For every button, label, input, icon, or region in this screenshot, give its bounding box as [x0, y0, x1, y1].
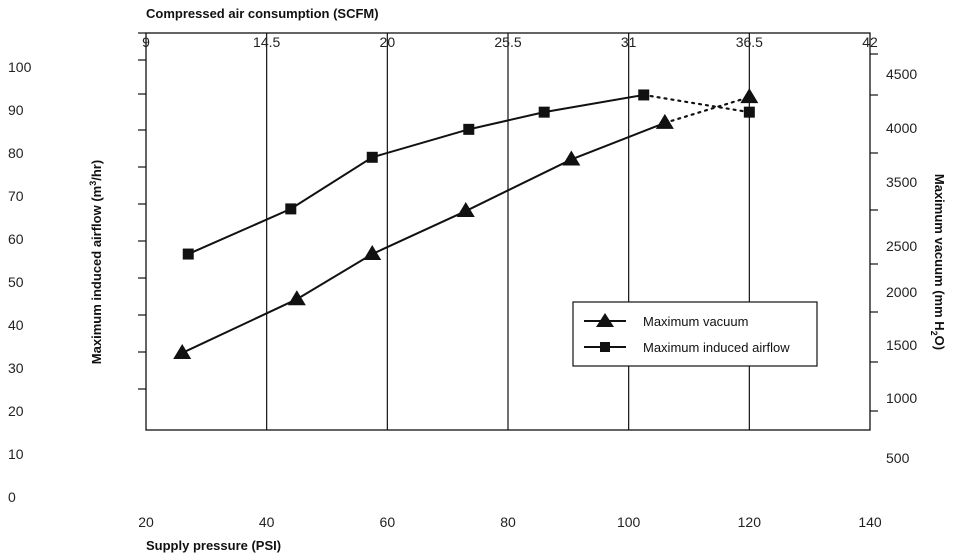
left-axis-title-main: Maximum induced airflow (m: [89, 186, 104, 364]
bottom-tick-label: 40: [259, 514, 275, 530]
left-tick-label: 20: [8, 403, 24, 419]
series-line-triangle: [181, 121, 666, 354]
bottom-tick-label: 20: [138, 514, 154, 530]
data-point-square: [638, 89, 650, 101]
data-point-triangle: [173, 343, 192, 359]
bottom-tick-label: 100: [617, 514, 641, 530]
top-tick-label: 25.5: [494, 34, 521, 50]
top-axis-tick-labels: 9 14.5 20 25.5 31 36.5 42: [142, 34, 878, 50]
data-point-square: [463, 123, 475, 135]
left-axis-title: Maximum induced airflow (m3/hr): [88, 160, 104, 364]
left-axis-tick-labels: 0 10 20 30 40 50 60 70 80 90 100: [8, 59, 32, 505]
right-tick-label: 2500: [886, 238, 917, 254]
bottom-tick-label: 140: [858, 514, 882, 530]
series-line-square: [187, 93, 644, 255]
series-dotted-triangle: [663, 95, 751, 125]
left-tick-label: 90: [8, 102, 24, 118]
left-tick-label: 0: [8, 489, 16, 505]
left-tick-label: 100: [8, 59, 32, 75]
right-tick-label: 4000: [886, 120, 917, 136]
left-tick-label: 40: [8, 317, 24, 333]
bottom-axis-tick-labels: 20 40 60 80 100 120 140: [138, 514, 882, 530]
top-tick-label: 9: [142, 34, 150, 50]
series-dotted-square: [642, 93, 751, 114]
top-tick-label: 20: [380, 34, 396, 50]
legend-square-marker: [600, 342, 610, 352]
left-axis-title-end: /hr): [89, 160, 104, 181]
data-point-triangle: [287, 290, 306, 306]
data-point-triangle: [740, 88, 759, 104]
top-tick-label: 36.5: [736, 34, 763, 50]
top-tick-label: 42: [862, 34, 878, 50]
data-point-square: [743, 106, 755, 118]
axis-ticks: [138, 32, 878, 412]
bottom-tick-label: 80: [500, 514, 516, 530]
left-tick-label: 30: [8, 360, 24, 376]
left-tick-label: 10: [8, 446, 24, 462]
legend-label-airflow: Maximum induced airflow: [643, 340, 790, 355]
data-point-square: [366, 151, 378, 163]
top-tick-label: 31: [621, 34, 637, 50]
top-axis-title: Compressed air consumption (SCFM): [146, 6, 379, 21]
data-point-triangle: [655, 113, 674, 129]
left-axis-title-sup: 3: [88, 181, 98, 186]
right-axis-title-main: Maximum vacuum (mm H: [932, 174, 947, 331]
left-tick-label: 50: [8, 274, 24, 290]
legend-triangle-marker: [596, 313, 614, 327]
data-point-square: [538, 106, 550, 118]
right-axis-title-end: O): [932, 336, 947, 350]
bottom-axis-title: Supply pressure (PSI): [146, 538, 281, 553]
data-point-square: [182, 248, 194, 260]
left-tick-label: 80: [8, 145, 24, 161]
right-tick-label: 4500: [886, 66, 917, 82]
right-axis-title-sub: 2: [929, 331, 939, 336]
legend-box: [572, 301, 818, 367]
right-axis-title: Maximum vacuum (mm H2O): [929, 174, 947, 350]
data-point-triangle: [562, 150, 581, 166]
right-tick-label: 3500: [886, 174, 917, 190]
left-tick-label: 60: [8, 231, 24, 247]
series-layer: [173, 88, 759, 359]
legend: Maximum vacuum Maximum induced airflow: [572, 301, 818, 367]
left-tick-label: 70: [8, 188, 24, 204]
vertical-gridlines: [266, 33, 750, 430]
bottom-tick-label: 60: [380, 514, 396, 530]
right-tick-label: 500: [886, 450, 910, 466]
top-tick-label: 14.5: [253, 34, 280, 50]
data-point-square: [285, 203, 297, 215]
data-point-triangle: [456, 202, 475, 218]
right-tick-label: 1500: [886, 337, 917, 353]
right-tick-label: 2000: [886, 284, 917, 300]
legend-label-vacuum: Maximum vacuum: [643, 314, 748, 329]
bottom-tick-label: 120: [738, 514, 762, 530]
right-axis-tick-labels: 500 1000 1500 2000 2500 3500 4000 4500: [886, 66, 917, 466]
data-point-triangle: [363, 245, 382, 261]
right-tick-label: 1000: [886, 390, 917, 406]
